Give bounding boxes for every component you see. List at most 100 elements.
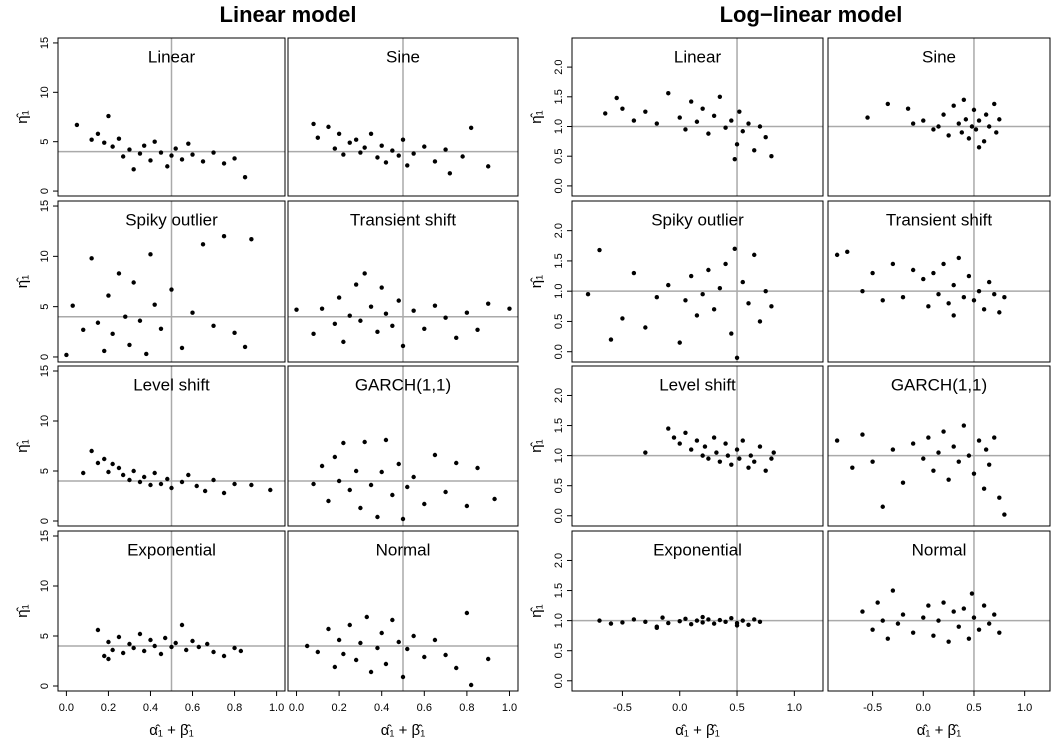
point: [860, 288, 865, 294]
point: [89, 448, 94, 454]
point: [734, 447, 740, 452]
point: [941, 600, 946, 605]
point: [179, 479, 185, 485]
point: [966, 136, 972, 141]
point: [485, 164, 491, 169]
point: [734, 142, 740, 147]
x-axis-label: α̂₁ + β̂₁: [381, 722, 426, 739]
y-tick-label: 5: [39, 468, 51, 474]
point: [961, 423, 967, 428]
point: [986, 279, 992, 285]
point: [740, 618, 745, 623]
point: [880, 504, 885, 509]
point: [737, 456, 742, 461]
point: [232, 330, 237, 336]
point: [232, 481, 237, 487]
point: [729, 462, 734, 467]
point: [190, 152, 195, 157]
point: [200, 242, 206, 247]
y-tick-label: 0: [39, 683, 51, 689]
point: [70, 303, 75, 308]
point: [475, 327, 480, 332]
point: [910, 630, 916, 635]
point: [358, 318, 363, 323]
point: [411, 308, 416, 313]
point: [375, 645, 380, 651]
x-tick-label: 0.8: [459, 702, 474, 714]
point: [368, 669, 374, 675]
point: [603, 111, 608, 116]
point: [326, 498, 331, 504]
figure-title: Log−linear model: [720, 2, 903, 27]
point: [221, 490, 227, 496]
y-tick-label: 15: [39, 37, 51, 49]
point: [865, 115, 870, 120]
point: [746, 121, 751, 126]
point: [74, 122, 80, 128]
point: [464, 310, 470, 315]
point: [643, 325, 648, 330]
x-tick-label: 0.5: [966, 702, 981, 714]
point: [362, 145, 367, 150]
point: [332, 664, 338, 670]
point: [941, 261, 946, 267]
point: [158, 326, 164, 331]
point: [981, 307, 987, 312]
panel-frame: [827, 365, 1051, 527]
y-tick-label: 2.0: [553, 388, 565, 403]
point: [717, 459, 723, 464]
point: [671, 435, 677, 440]
y-tick-label: 0.5: [553, 643, 565, 658]
y-tick-label: 2.0: [553, 223, 565, 238]
point: [631, 617, 637, 622]
point: [951, 444, 956, 449]
point: [507, 306, 512, 311]
point: [485, 656, 491, 662]
y-axis-label: η̂₁: [528, 110, 545, 123]
point: [961, 295, 967, 300]
point: [711, 307, 717, 312]
x-tick-label: 0.6: [417, 702, 432, 714]
point: [688, 447, 694, 452]
x-tick-label: 1.0: [269, 702, 284, 714]
point: [131, 468, 136, 474]
point: [165, 164, 170, 169]
point: [757, 444, 763, 449]
point: [165, 476, 170, 482]
panel-label: Level shift: [659, 375, 736, 394]
point: [89, 137, 94, 142]
point: [666, 91, 671, 96]
point: [411, 151, 416, 156]
point: [976, 627, 982, 632]
point: [383, 437, 389, 443]
point: [941, 112, 946, 117]
point: [717, 285, 723, 291]
point: [643, 450, 648, 455]
point: [141, 648, 147, 654]
point: [748, 453, 753, 458]
point: [169, 153, 174, 158]
point: [921, 118, 926, 123]
point: [992, 435, 997, 440]
point: [347, 622, 352, 628]
point: [332, 146, 338, 151]
point: [706, 456, 711, 461]
point: [116, 465, 122, 471]
point: [752, 459, 757, 464]
point: [106, 639, 111, 645]
point: [405, 646, 410, 652]
y-tick-label: 1.5: [553, 89, 565, 104]
point: [969, 591, 975, 596]
point: [390, 492, 395, 498]
point: [941, 429, 946, 434]
point: [926, 304, 931, 309]
point: [341, 339, 346, 345]
point: [326, 626, 331, 632]
point: [315, 135, 321, 140]
point: [740, 279, 745, 285]
point: [860, 609, 865, 614]
x-tick-label: 0.0: [289, 702, 304, 714]
point: [400, 516, 406, 522]
point: [921, 276, 926, 282]
point: [997, 630, 1002, 635]
